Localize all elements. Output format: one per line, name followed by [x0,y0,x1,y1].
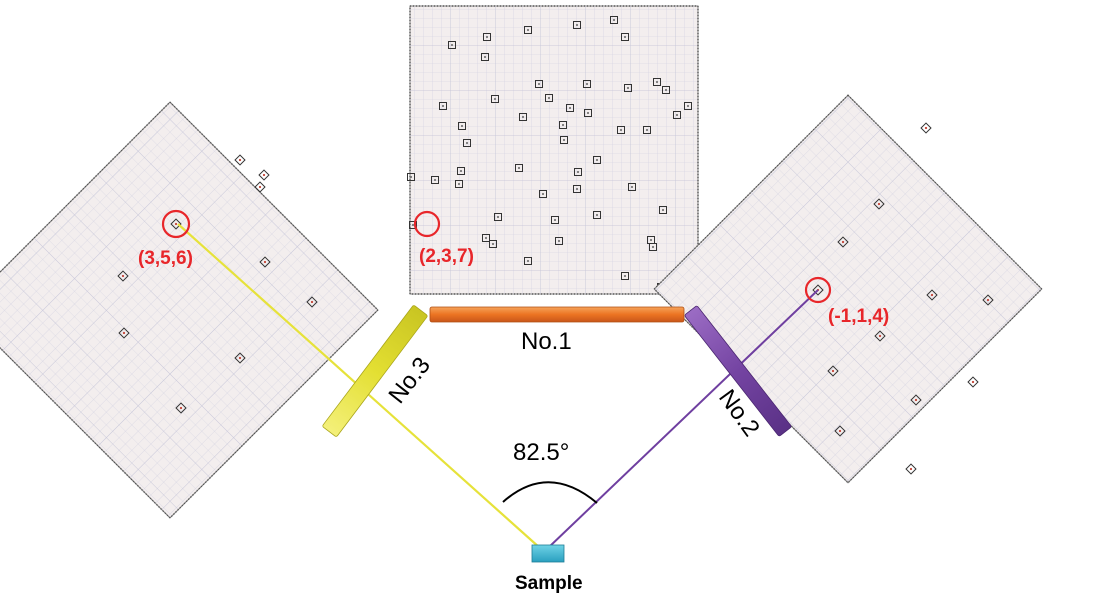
diffraction-spot [539,190,547,198]
diffraction-spot [827,365,839,377]
diffraction-spot [837,236,849,248]
diffraction-spot [519,113,527,121]
diffraction-spot [673,111,681,119]
diffraction-spot [457,167,465,175]
diffraction-spot [524,257,532,265]
diffraction-spot [524,26,532,34]
diffraction-spot [259,256,271,268]
diffraction-spot [494,213,502,221]
diffraction-spot [834,425,846,437]
left-highlight-circle [161,209,191,239]
diffraction-spot [407,173,415,181]
diffraction-spot [684,102,692,110]
diffraction-spot [926,289,938,301]
diffraction-spot [653,78,661,86]
diffraction-spot [306,296,318,308]
diffraction-spot [982,294,994,306]
diffraction-spot [234,154,246,166]
detector-no3-bar [322,305,428,437]
left-spot-label: (3,5,6) [138,248,193,269]
sample-label: Sample [515,573,583,594]
left-spots [117,154,318,414]
diffraction-spot [254,181,266,193]
diffraction-spot [905,463,917,475]
diffraction-spot [170,218,182,230]
center-spots [407,16,692,291]
diffraction-spot [118,327,130,339]
diffraction-spot [662,86,670,94]
diffraction-spot [448,41,456,49]
diffraction-spot [624,84,632,92]
diffraction-spot [617,126,625,134]
diffraction-spot [559,121,567,129]
right-spots [812,122,994,475]
detector-no1-bar [429,306,685,323]
diffraction-spot [535,80,543,88]
diffraction-spot [455,180,463,188]
diffraction-spot [610,16,618,24]
diffraction-spot [439,102,447,110]
diffraction-spot [409,221,417,229]
diffraction-spot [910,394,922,406]
diffraction-spot [659,206,667,214]
diffraction-spot [431,176,439,184]
diffraction-spot [483,33,491,41]
diffraction-spot [566,104,574,112]
diffraction-spot [649,243,657,251]
angle-arc [502,481,598,504]
angle-label: 82.5° [513,439,569,466]
diffraction-spot [593,211,601,219]
diffraction-spot [463,139,471,147]
diffraction-spot [967,376,979,388]
diffraction-spot [175,402,187,414]
diffraction-spot [545,94,553,102]
diffraction-spot [874,330,886,342]
diffraction-spot [555,237,563,245]
diffraction-spot [621,33,629,41]
diffraction-spot [574,168,582,176]
sample-box [531,544,565,563]
diffraction-spot [628,183,636,191]
right-highlight-circle [804,276,832,304]
center-highlight-circle [413,210,441,238]
diffraction-spot [234,352,246,364]
right-pattern-film [653,94,1043,484]
diffraction-spot [573,185,581,193]
diffraction-spot [643,126,651,134]
diffraction-spot [117,270,129,282]
diffraction-spot [584,109,592,117]
diffraction-spot [515,164,523,172]
right-spot-label: (-1,1,4) [828,306,889,327]
diffraction-spot [560,136,568,144]
diffraction-spot [482,234,490,242]
right-diffracted-beam [547,289,819,549]
diffraction-spot [583,80,591,88]
diffraction-spot [258,169,270,181]
detector-no1-label: No.1 [521,328,572,355]
diffraction-spot [489,240,497,248]
detector-no2-bar [684,305,792,437]
center-spot-label: (2,3,7) [419,246,474,267]
diffraction-spot [593,156,601,164]
diffraction-spot [873,198,885,210]
center-pattern-film [407,5,699,295]
diffraction-spot [621,272,629,280]
diffraction-spot [491,95,499,103]
left-pattern-film [0,101,379,519]
diffraction-spot [573,21,581,29]
diffraction-spot [458,122,466,130]
diffraction-spot [551,216,559,224]
diffraction-spot [481,53,489,61]
diffraction-spot [920,122,932,134]
